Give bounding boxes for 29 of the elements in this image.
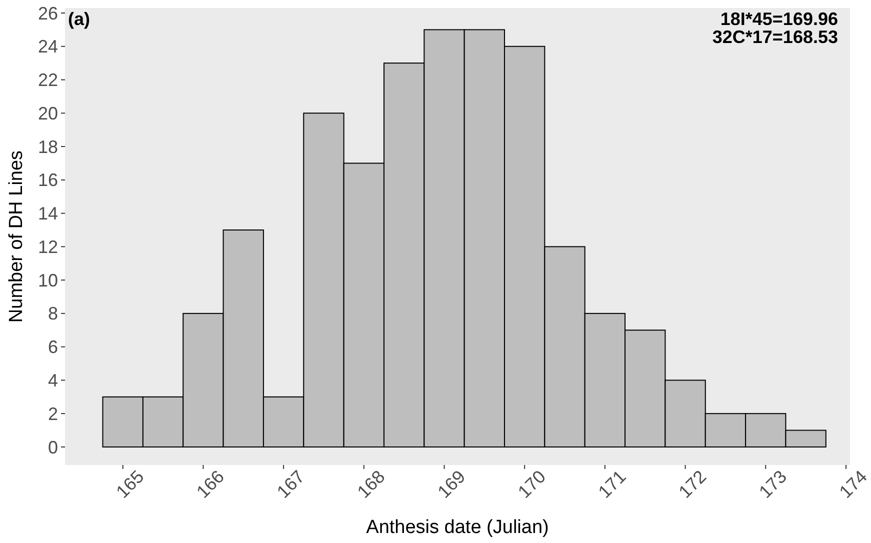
y-tick-label: 2 [48,404,58,424]
y-axis-title: Number of DH Lines [6,150,27,323]
y-tick-label: 0 [48,437,58,458]
x-axis-title: Anthesis date (Julian) [366,517,549,538]
annotation: 32C*17=168.53 [712,27,838,47]
y-tick-label: 14 [38,204,58,224]
y-tick-label: 10 [38,270,58,290]
x-tick-label: 172 [674,466,710,502]
x-tick-label: 169 [434,466,470,502]
x-tick-label: 174 [836,466,871,502]
y-tick-label: 20 [38,103,58,124]
annotation: 18I*45=169.96 [720,9,838,29]
y-tick-label: 26 [38,3,58,24]
y-tick-label: 16 [38,170,58,190]
annotation: (a) [68,9,90,29]
x-tick-label: 170 [514,466,550,502]
y-tick-label: 4 [48,370,58,391]
y-tick-label: 24 [38,36,58,57]
y-tick-label: 8 [48,304,58,324]
y-tick-label: 12 [38,236,58,257]
x-tick-label: 171 [594,466,630,502]
x-tick-label: 167 [273,466,308,502]
x-tick-label: 165 [112,466,148,502]
y-tick-label: 22 [38,70,58,90]
x-tick-label: 173 [755,466,791,502]
x-tick-label: 168 [353,466,389,502]
x-tick-label: 166 [192,466,228,502]
y-tick-label: 18 [38,136,58,157]
y-tick-label: 6 [48,337,58,358]
